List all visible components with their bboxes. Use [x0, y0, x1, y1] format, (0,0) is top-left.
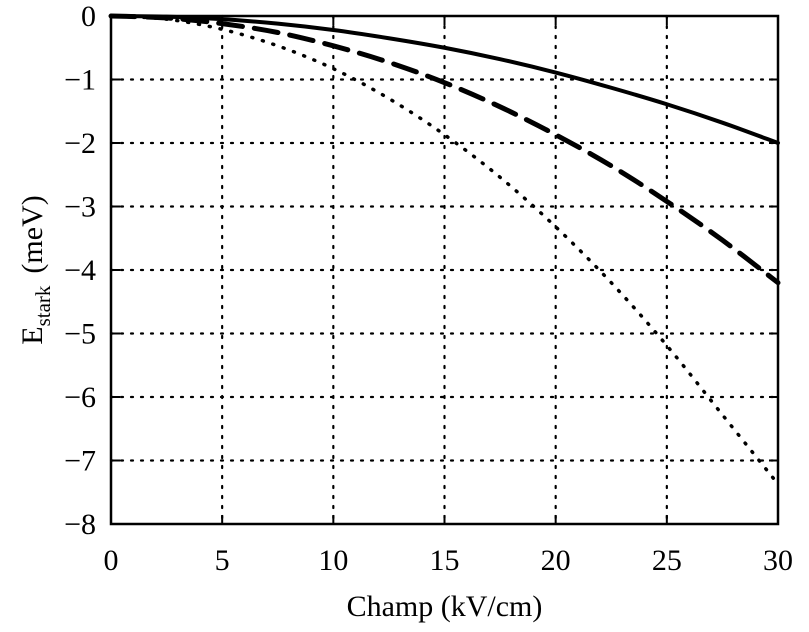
y-tick-label: −3	[64, 191, 96, 224]
x-tick-label: 0	[104, 544, 119, 577]
y-axis-label-unit: (meV)	[16, 195, 49, 273]
x-tick-label: 15	[430, 544, 460, 577]
axis-ticks	[110, 15, 779, 525]
x-tick-label: 20	[541, 544, 571, 577]
y-tick-label: −4	[64, 254, 96, 287]
y-axis-label-main: E	[16, 326, 49, 344]
y-tick-label: −5	[64, 318, 96, 351]
y-tick-labels: 0 −1 −2 −3 −4 −5 −6 −7 −8	[64, 0, 96, 541]
grid-lines	[109, 14, 780, 526]
y-axis-label: Estark (meV)	[16, 195, 55, 344]
y-tick-label: −6	[64, 381, 96, 414]
x-tick-label: 25	[652, 544, 682, 577]
x-tick-labels: 0 5 10 15 20 25 30	[104, 544, 794, 577]
y-tick-label: −7	[64, 445, 96, 478]
x-tick-label: 10	[318, 544, 348, 577]
y-tick-label: −8	[64, 508, 96, 541]
x-axis-label: Champ (kV/cm)	[347, 590, 543, 623]
x-tick-label: 30	[763, 544, 793, 577]
y-axis-label-subscript: stark	[31, 285, 55, 326]
y-tick-label: 0	[81, 0, 96, 33]
y-tick-label: −2	[64, 127, 96, 160]
x-tick-label: 5	[215, 544, 230, 577]
y-tick-label: −1	[64, 64, 96, 97]
